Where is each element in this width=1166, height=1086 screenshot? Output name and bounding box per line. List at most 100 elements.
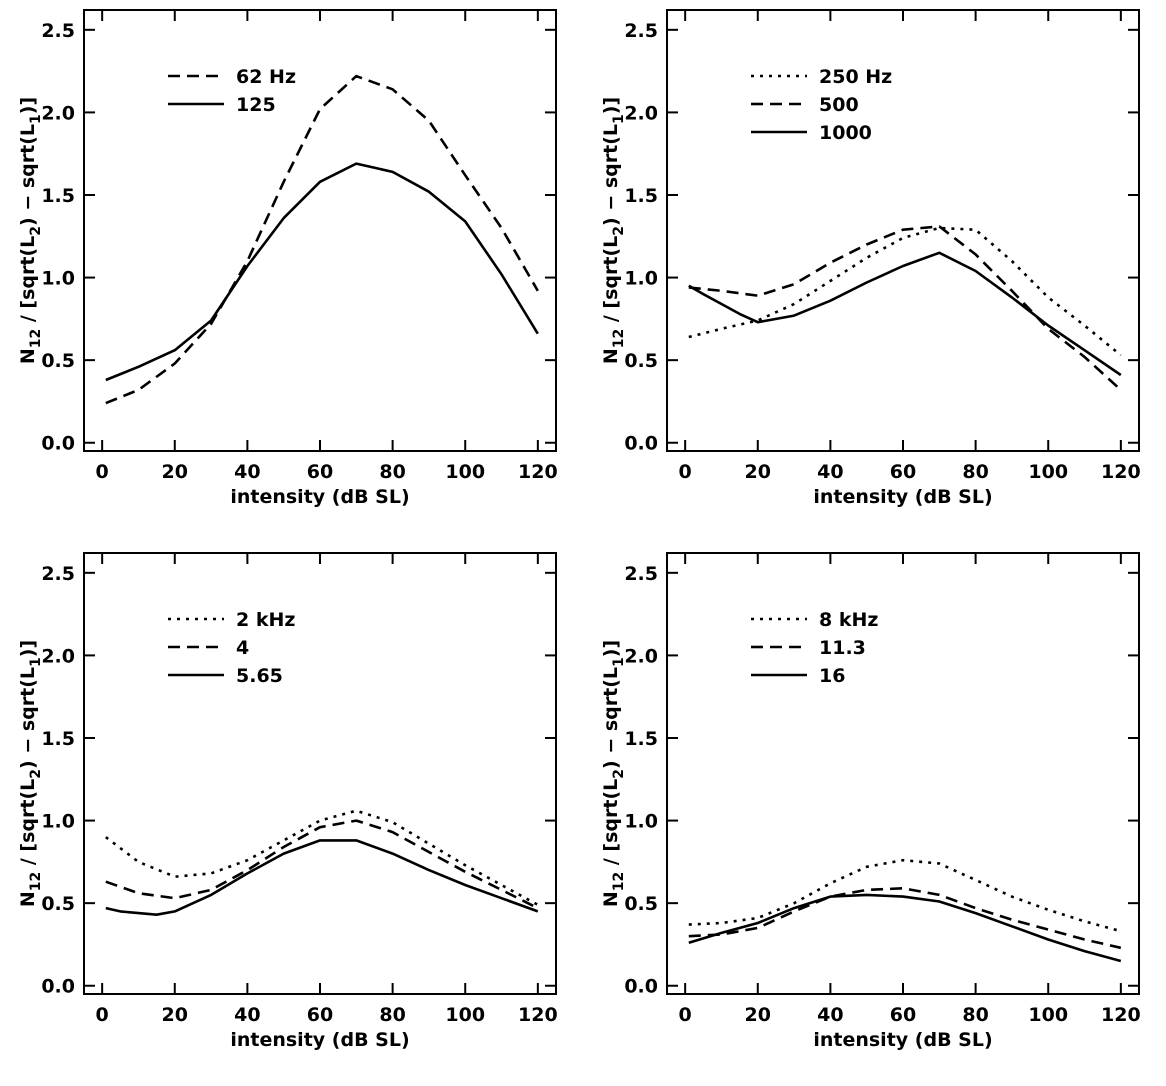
y-axis-label-subscript: 1 (28, 657, 44, 667)
chart-top-right: 0 20 40 60 80 100 120 0.0 0.5 1.0 1.5 2.0 2.5 intensi… (600, 9, 1141, 508)
x-axis-label: intensity (dB SL) (813, 1029, 992, 1051)
y-tick-label: 2.0 (41, 645, 75, 667)
chart-bottom-left: 0 20 40 60 80 100 120 0.0 0.5 1.0 1.5 2.0 2.5 intensi… (17, 552, 558, 1051)
x-tick-label: 120 (518, 1004, 558, 1026)
x-axis-label: intensity (dB SL) (230, 1029, 409, 1051)
x-tick-label: 100 (445, 1004, 485, 1026)
y-tick-label: 1.5 (41, 185, 75, 207)
x-tick-label: 0 (96, 1004, 109, 1026)
plot-frame (83, 552, 557, 995)
legend-label: 2 kHz (236, 609, 295, 631)
x-tick-label: 120 (1101, 461, 1141, 483)
x-tick-label: 0 (679, 1004, 692, 1026)
y-axis-label-subscript: 2 (611, 226, 627, 236)
x-tick-label: 20 (745, 1004, 771, 1026)
x-tick-label: 60 (890, 461, 916, 483)
y-tick-label: 1.5 (624, 185, 658, 207)
y-tick-label: 0.0 (624, 976, 658, 998)
y-tick-label: 0.0 (41, 433, 75, 455)
x-tick-label: 20 (745, 461, 771, 483)
y-axis-label-subscript: 1 (611, 114, 627, 124)
y-tick-label: 2.5 (624, 20, 658, 42)
legend-label: 125 (236, 94, 276, 116)
y-tick-label: 0.0 (41, 976, 75, 998)
y-axis-label-part: N (17, 348, 39, 364)
x-tick-label: 100 (445, 461, 485, 483)
legend-label: 500 (819, 94, 859, 116)
x-tick-label: 40 (817, 1004, 843, 1026)
y-axis-label-part: )] (17, 640, 39, 657)
y-axis-label-part: ) − sqrt(L (17, 667, 39, 769)
y-axis-label-part: ) − sqrt(L (600, 124, 622, 226)
x-tick-label: 80 (962, 461, 988, 483)
y-axis-label-subscript: 12 (611, 329, 627, 348)
y-axis-label-part: / [sqrt(L (600, 236, 622, 329)
y-tick-label: 1.5 (41, 728, 75, 750)
y-axis-label-subscript: 2 (28, 226, 44, 236)
y-tick-label: 2.5 (624, 563, 658, 585)
y-axis-label-part: / [sqrt(L (17, 779, 39, 872)
y-axis-label-subscript: 1 (28, 114, 44, 124)
series-line-solid (688, 251, 1122, 377)
series-line-dashed (688, 225, 1122, 391)
series-line-solid (688, 893, 1122, 963)
x-tick-label: 0 (679, 461, 692, 483)
series-line-dotted (105, 809, 539, 906)
x-tick-label: 40 (817, 461, 843, 483)
y-tick-label: 0.5 (624, 350, 658, 372)
y-tick-label: 0.0 (624, 433, 658, 455)
x-axis-label: intensity (dB SL) (813, 486, 992, 508)
y-tick-label: 2.0 (624, 645, 658, 667)
x-tick-label: 120 (518, 461, 558, 483)
y-axis-label: N12 / [sqrt(L2) − sqrt(L1)] (600, 97, 627, 364)
legend-label: 4 (236, 637, 249, 659)
y-axis-label-part: N (600, 891, 622, 907)
y-axis-label-part: ) − sqrt(L (600, 667, 622, 769)
series-line-solid (105, 162, 539, 382)
y-tick-label: 2.0 (624, 102, 658, 124)
x-tick-label: 80 (962, 1004, 988, 1026)
x-tick-label: 0 (96, 461, 109, 483)
y-tick-label: 2.5 (41, 563, 75, 585)
legend-label: 16 (819, 665, 845, 687)
x-tick-label: 100 (1028, 1004, 1068, 1026)
x-axis-label: intensity (dB SL) (230, 486, 409, 508)
x-tick-label: 40 (234, 461, 260, 483)
y-tick-label: 1.0 (41, 268, 75, 290)
panel-top-right: 0 20 40 60 80 100 120 0.0 0.5 1.0 1.5 2.0 2.5 intensi… (583, 0, 1166, 543)
y-axis-label-part: )] (600, 97, 622, 114)
x-tick-label: 80 (379, 1004, 405, 1026)
legend-label: 8 kHz (819, 609, 878, 631)
x-tick-label: 60 (307, 1004, 333, 1026)
x-tick-label: 40 (234, 1004, 260, 1026)
y-tick-label: 0.5 (41, 893, 75, 915)
series-line-dashed (105, 74, 539, 405)
y-tick-label: 0.5 (41, 350, 75, 372)
y-tick-label: 1.0 (41, 811, 75, 833)
plot-frame (83, 9, 557, 452)
series-line-dashed (105, 819, 539, 910)
y-tick-label: 1.0 (624, 811, 658, 833)
x-tick-label: 20 (162, 461, 188, 483)
y-axis-label-part: N (600, 348, 622, 364)
y-axis-label-part: )] (17, 97, 39, 114)
panel-bottom-left: 0 20 40 60 80 100 120 0.0 0.5 1.0 1.5 2.0 2.5 intensi… (0, 543, 583, 1086)
y-axis-label-subscript: 1 (611, 657, 627, 667)
legend-label: 11.3 (819, 637, 866, 659)
series-line-solid (105, 839, 539, 916)
y-tick-label: 1.0 (624, 268, 658, 290)
y-axis-label-subscript: 12 (28, 872, 44, 891)
legend-label: 5.65 (236, 665, 283, 687)
y-axis-label: N12 / [sqrt(L2) − sqrt(L1)] (17, 97, 44, 364)
x-tick-label: 60 (890, 1004, 916, 1026)
y-axis-label: N12 / [sqrt(L2) − sqrt(L1)] (600, 640, 627, 907)
panel-bottom-right: 0 20 40 60 80 100 120 0.0 0.5 1.0 1.5 2.0 2.5 intensi… (583, 543, 1166, 1086)
y-axis-label-part: )] (600, 640, 622, 657)
y-tick-label: 2.5 (41, 20, 75, 42)
series-line-dotted (688, 858, 1122, 933)
x-tick-label: 20 (162, 1004, 188, 1026)
x-tick-label: 80 (379, 461, 405, 483)
y-axis-label-part: / [sqrt(L (17, 236, 39, 329)
y-tick-label: 2.0 (41, 102, 75, 124)
y-axis-label-part: ) − sqrt(L (17, 124, 39, 226)
